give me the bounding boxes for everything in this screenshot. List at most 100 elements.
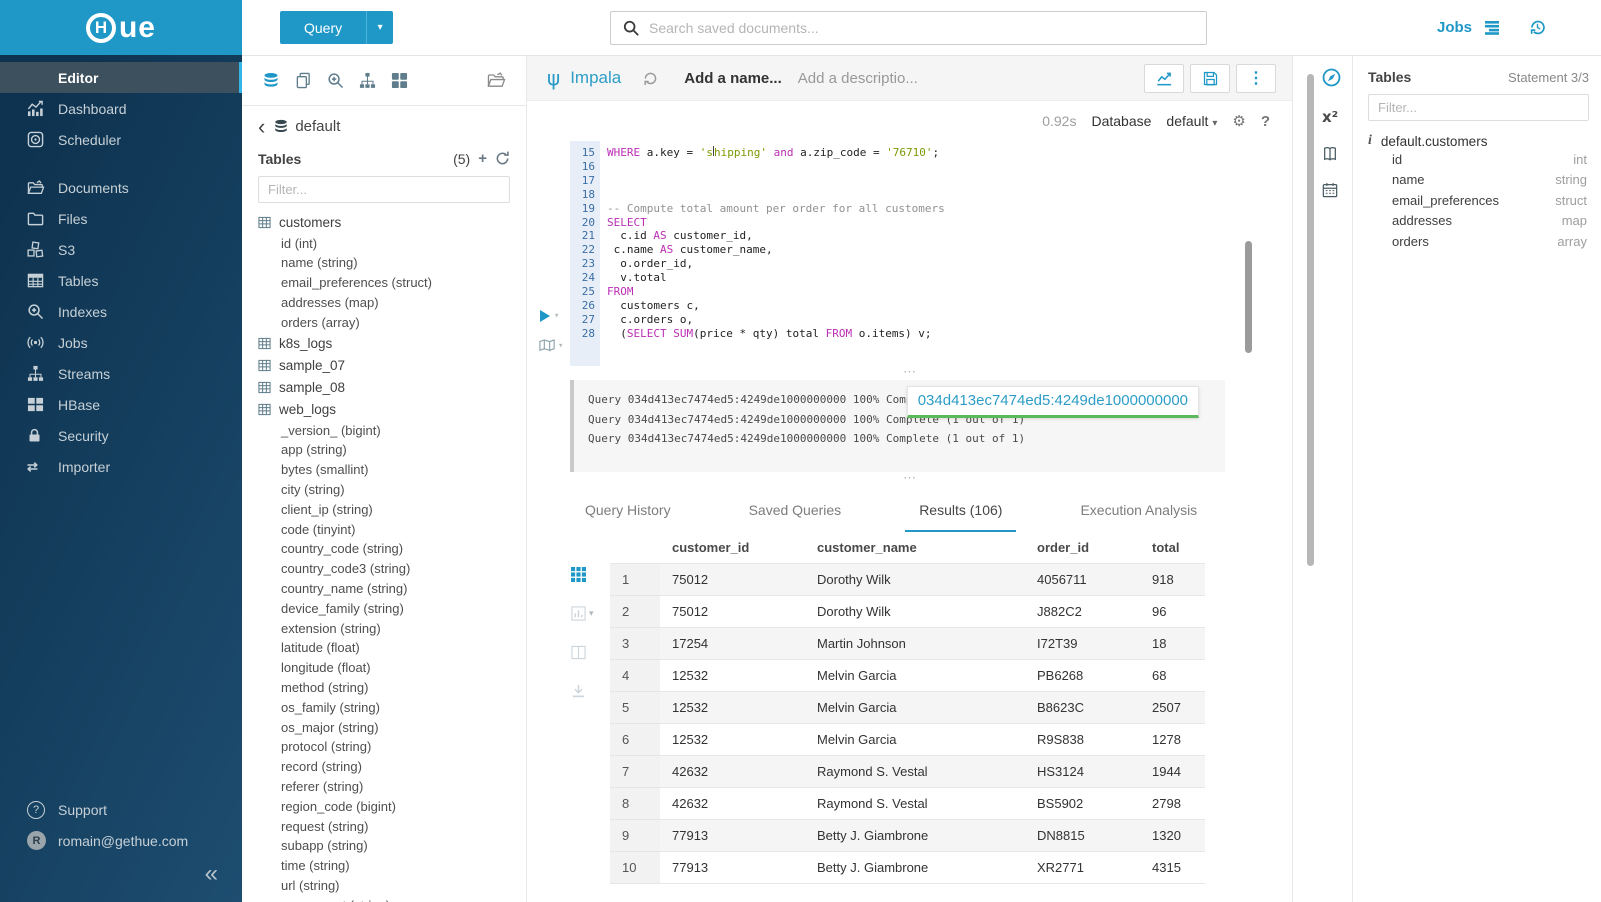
main-scrollbar[interactable]: [1307, 74, 1314, 566]
tab-saved-queries[interactable]: Saved Queries: [748, 502, 842, 518]
database-breadcrumb[interactable]: ‹ default: [258, 114, 510, 139]
sidebar-collapse-icon[interactable]: «: [204, 860, 218, 887]
editor-scrollbar[interactable]: [1245, 241, 1252, 353]
jobs-link[interactable]: Jobs: [1436, 19, 1472, 36]
sidebar-item-support[interactable]: ? Support: [0, 794, 242, 825]
tree-column[interactable]: code (tinyint): [281, 521, 356, 537]
search-input[interactable]: [649, 20, 1194, 36]
sidebar-item-streams[interactable]: Streams: [0, 358, 242, 389]
panel-column-name[interactable]: name string: [1368, 170, 1589, 191]
tree-column[interactable]: client_ip (string): [281, 501, 373, 517]
run-query-button[interactable]: ▾: [539, 309, 559, 323]
tree-column[interactable]: longitude (float): [281, 660, 371, 676]
table-row[interactable]: 7 42632 Raymond S. Vestal HS3124 1944: [610, 755, 1205, 788]
query-name-field[interactable]: Add a name...: [684, 69, 782, 87]
sql-editor[interactable]: ▾ ▾ 15 16 17 18 19 20 21 22 23 24 25 26 27 28 WHERE a…: [527, 141, 1292, 366]
tree-column[interactable]: device_family (string): [281, 600, 404, 616]
assist-sitemap-icon[interactable]: [359, 72, 376, 89]
explain-map-button[interactable]: ▾: [539, 339, 563, 352]
tree-column[interactable]: app (string): [281, 442, 347, 458]
sidebar-item-files[interactable]: Files: [0, 203, 242, 234]
tree-column[interactable]: country_name (string): [281, 580, 408, 596]
tree-column[interactable]: bytes (smallint): [281, 462, 369, 478]
assist-documents-icon[interactable]: [295, 72, 312, 89]
tree-table-sample-07[interactable]: sample_07: [258, 355, 510, 377]
tree-table-sample-08[interactable]: sample_08: [258, 377, 510, 399]
resize-handle-bottom[interactable]: ⋯: [527, 470, 1292, 485]
panel-column-orders[interactable]: orders array: [1368, 231, 1589, 252]
tree-column[interactable]: _version_ (bigint): [281, 422, 381, 438]
tree-table-k8s-logs[interactable]: k8s_logs: [258, 333, 510, 355]
refresh-icon[interactable]: [495, 151, 510, 166]
right-panel-filter-input[interactable]: [1368, 94, 1589, 121]
table-row[interactable]: 5 12532 Melvin Garcia B8623C 2507: [610, 691, 1205, 724]
tree-column[interactable]: referer (string): [281, 778, 364, 794]
tab-execution-analysis[interactable]: Execution Analysis: [1080, 502, 1198, 518]
assist-search-icon[interactable]: [327, 72, 344, 89]
add-table-icon[interactable]: +: [478, 150, 487, 168]
assist-folder-icon[interactable]: [487, 72, 506, 89]
help-icon[interactable]: ?: [1260, 112, 1270, 130]
undo-history-icon[interactable]: [643, 71, 658, 86]
sidebar-item-security[interactable]: Security: [0, 420, 242, 451]
column-header-customer-id[interactable]: customer_id: [672, 540, 750, 555]
tree-column[interactable]: region_code (bigint): [281, 798, 396, 814]
tree-column[interactable]: user_agent (string): [258, 896, 510, 902]
chart-button[interactable]: [1144, 63, 1184, 93]
table-row[interactable]: 4 12532 Melvin Garcia PB6268 68: [610, 659, 1205, 692]
tree-column[interactable]: name (string): [281, 255, 358, 271]
columns-view-icon[interactable]: [571, 645, 586, 660]
chart-view-icon[interactable]: ▾: [571, 606, 594, 621]
tree-column[interactable]: time (string): [281, 858, 350, 874]
tab-results-106-[interactable]: Results (106): [905, 502, 1017, 532]
active-table[interactable]: i default.customers: [1368, 133, 1589, 149]
back-chevron-icon[interactable]: ‹: [258, 114, 266, 139]
tree-column[interactable]: latitude (float): [281, 640, 360, 656]
schedule-calendar-icon[interactable]: [1322, 182, 1338, 198]
editor-code[interactable]: WHERE a.key = 'shipping' and a.zip_code …: [600, 141, 1292, 366]
tree-column[interactable]: url (string): [281, 877, 340, 893]
column-header-order-id[interactable]: order_id: [1037, 540, 1090, 555]
tree-column[interactable]: email_preferences (struct): [281, 275, 432, 291]
assist-databases-icon[interactable]: [262, 72, 280, 90]
panel-column-email-preferences[interactable]: email_preferences struct: [1368, 190, 1589, 211]
tree-column[interactable]: addresses (map): [281, 294, 379, 310]
assist-apps-icon[interactable]: [391, 72, 408, 89]
chart-options-caret-icon[interactable]: ▾: [589, 608, 594, 618]
table-row[interactable]: 3 17254 Martin Johnson I72T39 18: [610, 627, 1205, 660]
tree-column[interactable]: request (string): [281, 818, 369, 834]
query-id-tooltip[interactable]: 034d413ec7474ed5:4249de1000000000: [906, 386, 1199, 418]
database-selector[interactable]: default ▾: [1166, 113, 1218, 129]
sidebar-item-editor[interactable]: Editor: [0, 62, 242, 93]
sidebar-item-dashboard[interactable]: Dashboard: [0, 93, 242, 124]
save-button[interactable]: [1190, 63, 1230, 93]
grid-view-icon[interactable]: [571, 567, 586, 582]
panel-column-addresses[interactable]: addresses map: [1368, 211, 1589, 232]
table-row[interactable]: 6 12532 Melvin Garcia R9S838 1278: [610, 723, 1205, 756]
tree-table-web-logs[interactable]: web_logs: [258, 399, 510, 421]
tree-column[interactable]: method (string): [281, 679, 369, 695]
assist-filter-input[interactable]: [258, 175, 510, 203]
download-icon[interactable]: [571, 684, 586, 699]
query-button[interactable]: Query: [280, 11, 367, 44]
column-header-total[interactable]: total: [1152, 540, 1180, 555]
tree-column[interactable]: extension (string): [281, 620, 381, 636]
tree-column[interactable]: country_code (string): [281, 541, 404, 557]
history-icon[interactable]: [1529, 19, 1546, 36]
table-row[interactable]: 10 77913 Betty J. Giambrone XR2771 4315: [610, 851, 1205, 884]
sidebar-item-tables[interactable]: Tables: [0, 265, 242, 296]
tree-column[interactable]: record (string): [281, 759, 362, 775]
settings-gear-icon[interactable]: ⚙: [1232, 113, 1246, 130]
assistant-compass-icon[interactable]: [1322, 68, 1341, 87]
tree-column[interactable]: orders (array): [281, 314, 360, 330]
table-row[interactable]: 8 42632 Raymond S. Vestal BS5902 2798: [610, 787, 1205, 820]
tab-query-history[interactable]: Query History: [585, 502, 671, 518]
sidebar-item-documents[interactable]: Documents: [0, 172, 242, 203]
sidebar-item-s3[interactable]: S3: [0, 234, 242, 265]
table-row[interactable]: 1 75012 Dorothy Wilk 4056711 918: [610, 563, 1205, 596]
map-options-caret-icon[interactable]: ▾: [558, 340, 564, 351]
jobs-list-icon[interactable]: [1481, 20, 1499, 35]
tree-column[interactable]: protocol (string): [281, 739, 372, 755]
panel-column-id[interactable]: id int: [1368, 149, 1589, 170]
